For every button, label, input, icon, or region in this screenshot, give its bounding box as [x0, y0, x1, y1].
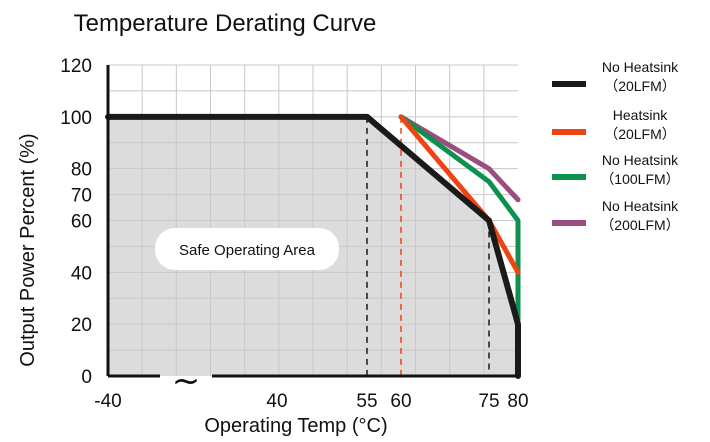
x-tick-label: 55 [356, 391, 377, 412]
axis-break-symbol: ~ [172, 361, 201, 401]
legend-sublabel: （20LFM） [604, 126, 676, 142]
legend-sublabel: （100LFM） [600, 171, 679, 187]
legend-sublabel: （200LFM） [600, 217, 679, 233]
series-line [398, 114, 521, 203]
safe-area-label: Safe Operating Area [179, 242, 316, 259]
y-tick-label: 120 [60, 56, 92, 77]
legend-label: No Heatsink [602, 198, 679, 214]
chart-title: Temperature Derating Curve [73, 10, 377, 37]
y-tick-label: 80 [71, 160, 92, 181]
y-tick-label: 100 [60, 108, 92, 129]
y-tick-label: 40 [71, 263, 92, 284]
y-tick-label: 20 [71, 315, 92, 336]
series-line [398, 114, 521, 379]
legend: No Heatsink （20LFM） Heatsink （20LFM） No Heat… [552, 59, 680, 233]
series-line [105, 113, 521, 379]
y-axis-title: Output Power Percent (%) [17, 133, 39, 366]
y-tick-label: 60 [71, 212, 92, 233]
legend-label: Heatsink [613, 107, 668, 123]
x-tick-label: 75 [478, 391, 499, 412]
annotation-layer: Safe Operating Area [155, 228, 339, 270]
x-tick-label: 80 [507, 391, 528, 412]
x-axis-title: Operating Temp (°C) [204, 415, 387, 437]
x-tick-label: -40 [94, 391, 121, 412]
tick-labels-layer: 0 20 40 60 70 80 100 120 -40 40 55 60 75 80 ~ [60, 56, 528, 412]
x-tick-label: 60 [390, 391, 411, 412]
series-layer [105, 113, 521, 379]
legend-label: No Heatsink [602, 59, 679, 75]
axes-layer [106, 65, 518, 378]
safe-area-label-box [155, 228, 339, 270]
legend-label: No Heatsink [602, 152, 679, 168]
y-tick-label: 70 [71, 186, 92, 207]
y-tick-label: 0 [81, 367, 92, 388]
legend-sublabel: （20LFM） [604, 78, 676, 94]
x-tick-label: 40 [266, 391, 287, 412]
reference-lines-layer [366, 116, 490, 376]
